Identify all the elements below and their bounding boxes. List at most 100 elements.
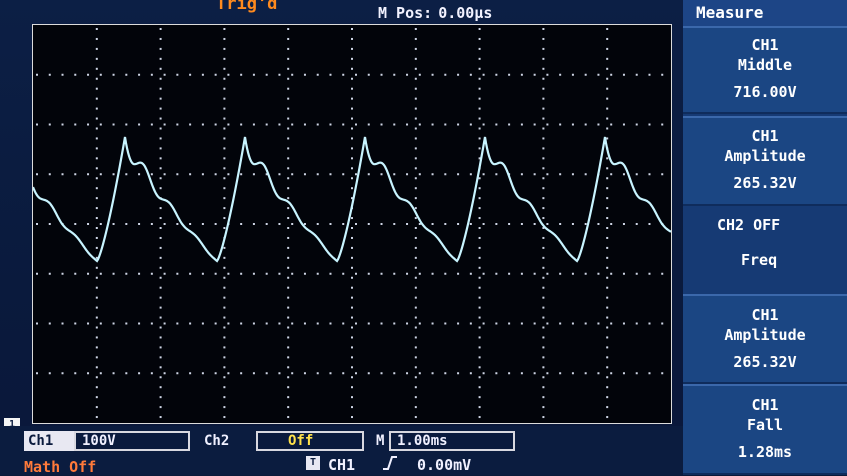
grid-dot (87, 223, 90, 225)
grid-dot (223, 57, 226, 60)
grid-dot (414, 316, 417, 319)
grid-dot (610, 372, 613, 375)
grid-dot (214, 322, 217, 325)
grid-dot (508, 322, 511, 325)
grid-dot (414, 77, 417, 80)
grid-dot (223, 396, 226, 399)
grid-dot (159, 416, 162, 419)
grid-dot (278, 272, 281, 275)
measure-item-4[interactable]: CH1 Amplitude 265.32V (683, 294, 847, 384)
grid-dot (159, 167, 162, 170)
grid-dot (542, 286, 545, 289)
grid-dot (457, 73, 460, 76)
grid-dot (223, 147, 226, 150)
grid-dot (380, 123, 383, 126)
grid-dot (635, 372, 638, 375)
grid-dot (214, 372, 217, 375)
grid-dot (351, 346, 353, 349)
grid-dot (48, 173, 51, 176)
grid-dot (355, 372, 357, 375)
ch2-state[interactable]: Off (256, 431, 364, 451)
grid-dot (329, 223, 332, 225)
grid-dot (61, 322, 64, 325)
ch1-label[interactable]: Ch1 (24, 431, 74, 451)
grid-dot (351, 87, 353, 90)
grid-dot (125, 173, 128, 176)
trigger-status: Trig'd (216, 0, 278, 14)
grid-dot (542, 356, 545, 359)
grid-dot (223, 386, 226, 389)
grid-dot (159, 217, 162, 220)
grid-dot (303, 173, 306, 176)
grid-dot (542, 326, 545, 329)
grid-dot (201, 73, 204, 76)
grid-dot (176, 372, 179, 375)
grid-dot (287, 256, 290, 259)
grid-dot (138, 272, 141, 275)
grid-dot (150, 223, 153, 225)
grid-dot (606, 296, 609, 299)
grid-dot (99, 372, 102, 375)
grid-dot (478, 147, 481, 150)
measure-item-1[interactable]: CH1 Middle 716.00V (683, 26, 847, 114)
grid-dot (74, 173, 77, 176)
ch1-scale[interactable]: 100V (74, 431, 190, 451)
grid-dot (227, 272, 230, 275)
grid-dot (95, 107, 98, 110)
grid-dot (406, 123, 409, 126)
grid-dot (542, 127, 545, 130)
grid-dot (478, 227, 481, 229)
grid-dot (74, 322, 77, 325)
grid-dot (648, 272, 651, 275)
grid-dot (478, 406, 481, 409)
grid-dot (159, 266, 162, 269)
timebase-value[interactable]: 1.00ms (389, 431, 515, 451)
grid-dot (414, 246, 417, 249)
grid-dot (138, 322, 141, 325)
grid-dot (542, 187, 545, 190)
measure-item-3[interactable]: CH2 OFF Freq (683, 206, 847, 294)
grid-dot (159, 256, 162, 259)
grid-dot (351, 117, 353, 120)
grid-dot (414, 137, 417, 140)
grid-dot (622, 73, 625, 76)
grid-dot (223, 336, 226, 339)
grid-dot (223, 47, 226, 50)
grid-dot (414, 147, 417, 150)
measure-item-5[interactable]: CH1 Fall 1.28ms (683, 384, 847, 475)
grid-dot (159, 396, 162, 399)
grid-dot (367, 372, 370, 375)
grid-dot (457, 223, 460, 225)
grid-dot (36, 272, 38, 275)
grid-dot (478, 276, 481, 279)
grid-dot (478, 316, 481, 319)
grid-dot (542, 296, 545, 299)
grid-dot (542, 47, 545, 50)
mpos-value: 0.00µs (438, 4, 493, 22)
grid-dot (223, 187, 226, 190)
measure-item-2[interactable]: CH1 Amplitude 265.32V (683, 116, 847, 206)
grid-dot (351, 77, 353, 80)
grid-dot (635, 322, 638, 325)
grid-dot (329, 73, 332, 76)
grid-dot (478, 346, 481, 349)
grid-dot (351, 366, 353, 369)
grid-dot (351, 246, 353, 249)
grid-dot (542, 117, 545, 120)
grid-dot (351, 137, 353, 140)
grid-dot (159, 366, 162, 369)
grid-dot (584, 173, 587, 176)
grid-dot (520, 322, 523, 325)
grid-dot (163, 272, 166, 275)
grid-dot (351, 396, 353, 399)
grid-dot (159, 177, 162, 180)
grid-dot (351, 127, 353, 130)
grid-dot (414, 296, 417, 299)
grid-dot (635, 173, 638, 176)
grid-dot (316, 272, 319, 275)
trigger-level: 0.00mV (417, 456, 472, 474)
grid-dot (606, 57, 609, 60)
grid-dot (606, 28, 609, 30)
grid-dot (414, 157, 417, 160)
grid-dot (478, 396, 481, 399)
